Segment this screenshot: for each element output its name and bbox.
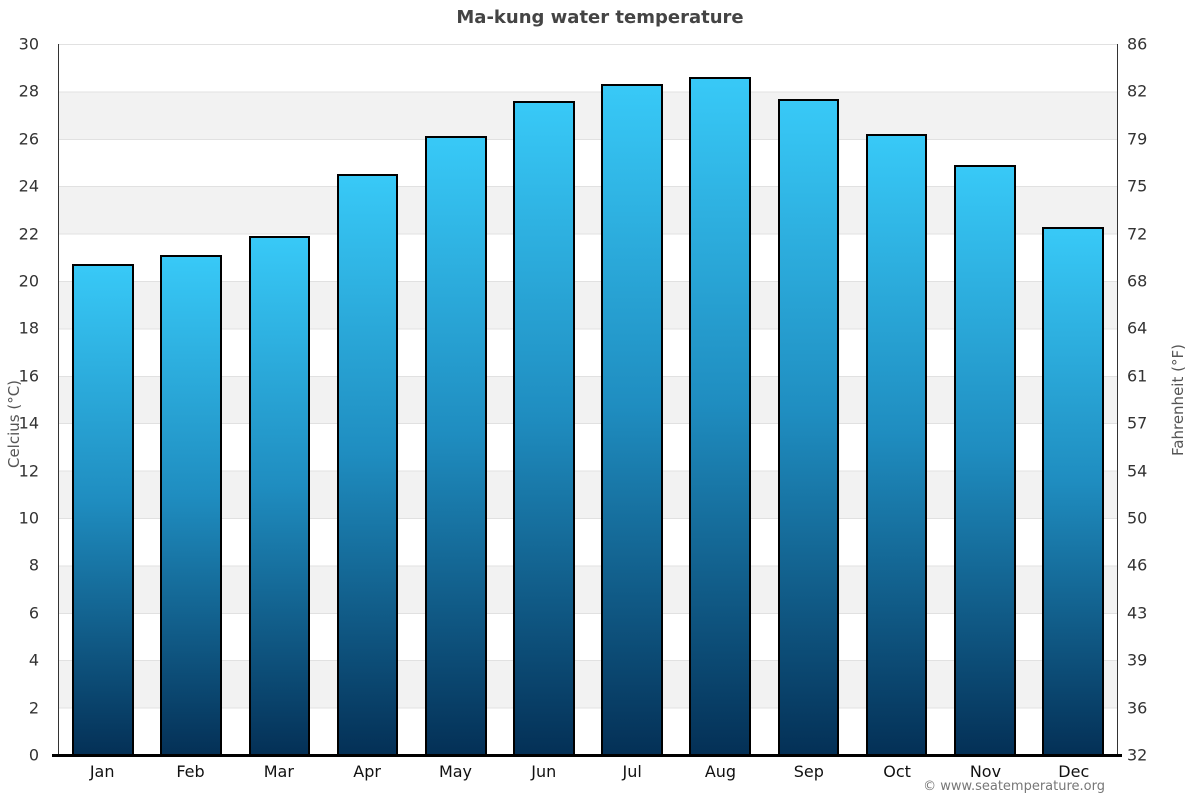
bar-slot-oct xyxy=(853,44,941,755)
chart-title: Ma-kung water temperature xyxy=(456,7,744,28)
y-tick-c-16: 16 xyxy=(18,366,39,386)
y-tick-f-36: 36 xyxy=(1127,698,1148,718)
bar-slot-aug xyxy=(676,44,764,755)
bar-nov xyxy=(953,164,1016,755)
y-tick-f-46: 46 xyxy=(1127,555,1148,575)
bar-dec xyxy=(1042,226,1104,755)
y-axis-label-fahrenheit: Fahrenheit (°F) xyxy=(1169,344,1187,456)
bar-sep xyxy=(777,98,840,755)
x-axis-line xyxy=(52,753,1122,757)
bar-slot-jan xyxy=(59,44,147,755)
x-label-nov: Nov xyxy=(969,762,1002,781)
x-label-mar: Mar xyxy=(263,762,294,781)
y-tick-c-20: 20 xyxy=(18,271,39,291)
y-tick-c-6: 6 xyxy=(28,603,39,623)
y-tick-c-24: 24 xyxy=(18,176,39,196)
y-tick-f-86: 86 xyxy=(1127,34,1148,54)
copyright-notice: © www.seatemperature.org xyxy=(923,779,1105,794)
y-axis-celsius-ticks: 30 28 26 24 22 20 18 16 14 12 10 8 6 4 2 0 xyxy=(0,35,50,765)
y-tick-f-79: 79 xyxy=(1127,129,1148,149)
x-label-may: May xyxy=(438,762,473,781)
bar-slot-nov xyxy=(941,44,1029,755)
y-tick-f-43: 43 xyxy=(1127,603,1148,623)
bar-oct xyxy=(865,134,928,755)
bar-jan xyxy=(72,264,134,755)
y-tick-c-28: 28 xyxy=(18,81,39,101)
y-tick-f-72: 72 xyxy=(1127,224,1148,244)
y-tick-f-61: 61 xyxy=(1127,366,1148,386)
bar-jul xyxy=(601,84,663,755)
x-label-oct: Oct xyxy=(883,762,911,781)
y-tick-c-18: 18 xyxy=(18,318,39,338)
plot-area xyxy=(58,44,1118,755)
x-label-aug: Aug xyxy=(704,762,737,781)
bar-apr xyxy=(336,174,399,755)
y-tick-f-39: 39 xyxy=(1127,650,1148,670)
y-tick-f-32: 32 xyxy=(1127,745,1148,765)
y-tick-c-4: 4 xyxy=(28,650,39,670)
x-label-feb: Feb xyxy=(176,762,205,781)
y-axis-label-celsius: Celcius (°C) xyxy=(5,379,23,469)
x-label-apr: Apr xyxy=(353,762,381,781)
y-tick-f-68: 68 xyxy=(1127,271,1148,291)
bar-feb xyxy=(160,254,223,755)
y-tick-c-14: 14 xyxy=(18,413,39,433)
bar-slot-dec xyxy=(1029,44,1117,755)
y-tick-c-22: 22 xyxy=(18,224,39,244)
y-tick-f-54: 54 xyxy=(1127,461,1148,481)
bar-slot-may xyxy=(412,44,500,755)
y-tick-f-57: 57 xyxy=(1127,413,1148,433)
y-tick-f-75: 75 xyxy=(1127,176,1148,196)
x-label-jun: Jun xyxy=(531,762,557,781)
y-tick-f-50: 50 xyxy=(1127,508,1148,528)
y-tick-c-30: 30 xyxy=(18,34,39,54)
bar-slot-apr xyxy=(324,44,412,755)
bar-slot-feb xyxy=(147,44,235,755)
y-tick-c-26: 26 xyxy=(18,129,39,149)
bar-mar xyxy=(248,235,311,755)
y-tick-c-12: 12 xyxy=(18,461,39,481)
bar-slot-jul xyxy=(588,44,676,755)
bar-slot-mar xyxy=(235,44,323,755)
bar-slot-jun xyxy=(500,44,588,755)
y-tick-c-2: 2 xyxy=(28,698,39,718)
y-tick-c-8: 8 xyxy=(28,555,39,575)
y-tick-f-64: 64 xyxy=(1127,318,1148,338)
bar-jun xyxy=(513,100,575,755)
x-label-jul: Jul xyxy=(622,762,642,781)
x-axis-month-labels: Jan Feb Mar Apr May Jun Jul Aug Sep Oct Nov Dec xyxy=(58,762,1118,781)
x-label-dec: Dec xyxy=(1058,762,1090,781)
y-axis-fahrenheit-ticks: 86 82 79 75 72 68 64 61 57 54 50 46 43 39 36 32 xyxy=(1127,35,1187,765)
x-label-sep: Sep xyxy=(793,762,824,781)
x-label-jan: Jan xyxy=(89,762,115,781)
bars xyxy=(59,44,1117,755)
y-tick-f-82: 82 xyxy=(1127,81,1148,101)
y-tick-c-0: 0 xyxy=(28,745,39,765)
y-tick-c-10: 10 xyxy=(18,508,39,528)
bar-slot-sep xyxy=(764,44,852,755)
bar-aug xyxy=(689,77,752,755)
bar-may xyxy=(424,136,487,755)
